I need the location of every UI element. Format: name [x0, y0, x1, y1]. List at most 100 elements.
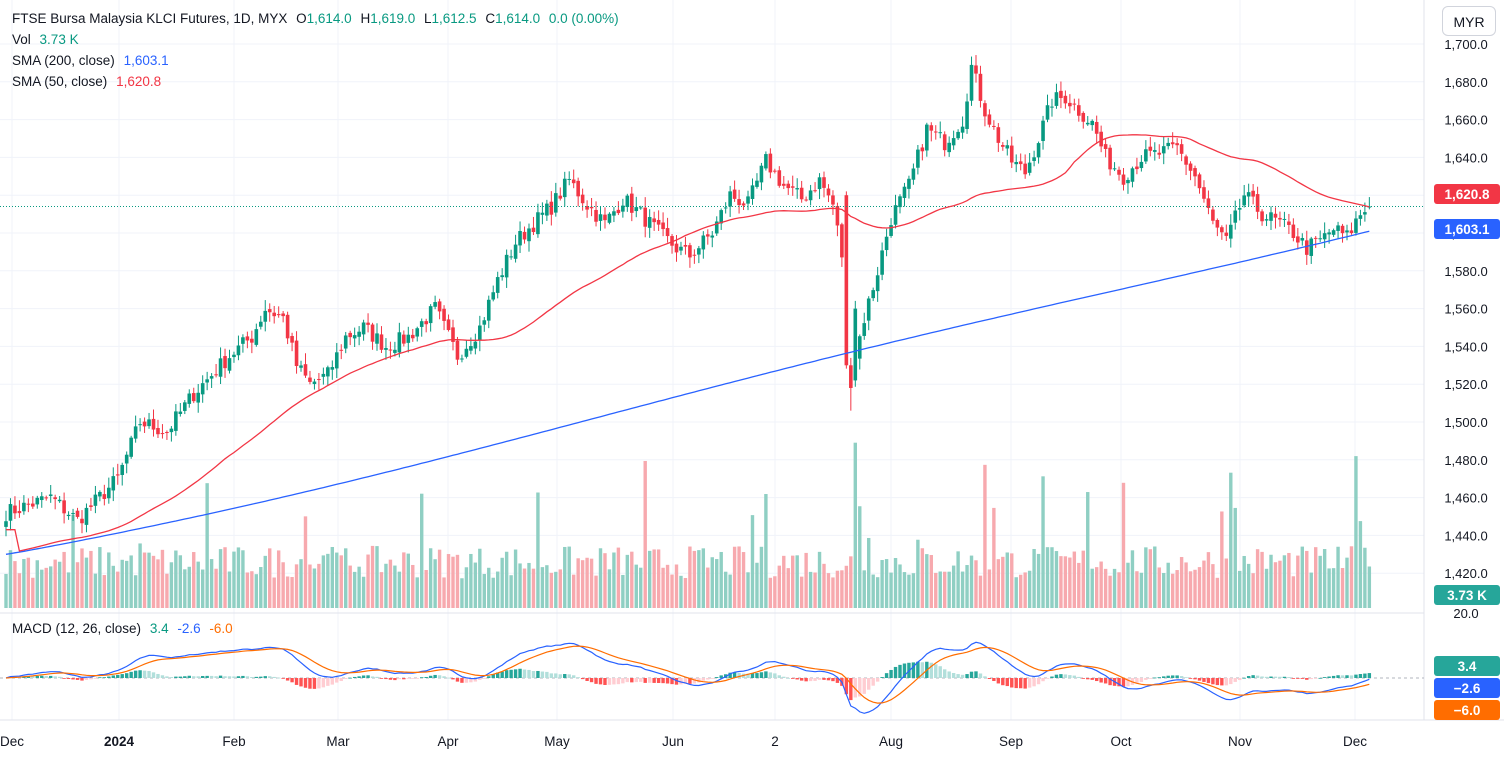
moving-averages [5, 134, 1370, 555]
candle-body [1206, 198, 1211, 208]
price-tick-label: 1,660.0 [1444, 113, 1487, 128]
candle-body [562, 178, 567, 198]
volume-bar [348, 565, 352, 608]
volume-bar [236, 547, 241, 608]
volume-bar [554, 571, 558, 608]
candle-body [857, 336, 862, 359]
volume-bar [294, 564, 299, 608]
candle-body [357, 331, 361, 337]
macd-histogram-bar [1027, 678, 1032, 688]
volume-bar [102, 575, 107, 608]
volume-bar [1238, 570, 1242, 608]
volume-bar [406, 553, 410, 608]
macd-histogram-bar [326, 678, 330, 686]
volume-bar [460, 578, 464, 608]
candle-body [129, 437, 133, 457]
macd-histogram-bar [755, 673, 759, 678]
volume-bar [902, 572, 907, 608]
macd-histogram-bar [1340, 675, 1345, 678]
macd-histogram-bar [344, 678, 348, 679]
macd-histogram-bar [737, 673, 741, 678]
volume-bar [750, 515, 755, 608]
volume-bar [1170, 573, 1175, 608]
price-tick-label: 1,560.0 [1444, 302, 1487, 317]
candle-body [719, 210, 723, 224]
candle-body [8, 504, 13, 521]
candle-body [781, 183, 786, 186]
macd-histogram-bar [183, 676, 187, 678]
macd-histogram-bar [732, 672, 737, 678]
volume-bar [621, 574, 625, 608]
candle-body [1068, 102, 1072, 107]
volume-bar [352, 571, 357, 608]
candle-body [22, 502, 26, 512]
macd-signal-badge: −6.0 [1454, 703, 1481, 718]
currency-button[interactable]: MYR [1442, 6, 1496, 36]
volume-bar [545, 565, 549, 608]
candle-body [205, 379, 209, 383]
macd-histogram-bar [1179, 676, 1184, 678]
candle-body [1036, 143, 1041, 158]
macd-legend[interactable]: MACD (12, 26, close) 3.4 -2.6 -6.0 [12, 620, 233, 638]
volume-bar [759, 546, 764, 608]
candle-body [1161, 146, 1166, 154]
candle-body [1197, 174, 1202, 189]
volume-bar [209, 559, 214, 608]
candle-body [26, 503, 31, 505]
volume-bar [370, 545, 375, 608]
volume-bar [1036, 553, 1041, 608]
volume-bar [656, 549, 661, 608]
macd-histogram-bar [826, 678, 831, 681]
volume-bar [84, 557, 89, 608]
volume-legend[interactable]: Vol 3.73 K [12, 31, 79, 49]
macd-histogram-bar [750, 673, 755, 678]
macd-histogram-bar [701, 678, 706, 681]
candle-body [442, 308, 446, 321]
volume-bar [437, 549, 442, 608]
macd-histogram-bar [124, 673, 129, 678]
candle-body [312, 381, 317, 385]
macd-histogram-bar [580, 678, 585, 680]
candle-body [630, 193, 634, 213]
macd-histogram-bar [464, 678, 469, 683]
volume-bar [241, 550, 245, 608]
candlesticks [0, 55, 1424, 537]
candle-body [965, 101, 969, 129]
macd-histogram-bar [142, 670, 147, 678]
candle-body [1193, 168, 1197, 177]
sma200-legend[interactable]: SMA (200, close) 1,603.1 [12, 52, 169, 70]
candle-body [361, 322, 366, 335]
macd-histogram-bar [956, 674, 960, 678]
volume-bar [849, 556, 853, 608]
candle-body [281, 313, 285, 317]
volume-bar [357, 566, 361, 608]
macd-histogram-bar [107, 676, 111, 678]
volume-bar [603, 553, 607, 608]
sma50-legend[interactable]: SMA (50, close) 1,620.8 [12, 73, 161, 91]
macd-label: MACD (12, 26, close) [12, 621, 142, 636]
volume-bar [487, 567, 491, 608]
candle-body [227, 358, 232, 371]
macd-histogram-bar [433, 674, 437, 678]
volume-bar [764, 494, 768, 608]
candle-body [969, 64, 974, 101]
volume-bar [1068, 557, 1072, 608]
candle-body [241, 337, 245, 344]
macd-histogram-bar [1184, 677, 1188, 679]
candle-body [48, 494, 53, 496]
macd-histogram-bar [759, 672, 764, 678]
macd-histogram-bar [187, 675, 191, 678]
volume-bar [755, 562, 759, 608]
candle-body [366, 322, 370, 325]
volume-bar [737, 546, 741, 608]
volume-bar [791, 555, 795, 608]
volume-bar [1318, 555, 1322, 608]
macd-histogram-bar [786, 677, 790, 679]
volume-bar [522, 568, 527, 608]
price-tick-label: 1,500.0 [1444, 415, 1487, 430]
candle-body [522, 231, 527, 240]
macd-histogram-bar [500, 671, 504, 678]
volume-bar [983, 464, 987, 608]
